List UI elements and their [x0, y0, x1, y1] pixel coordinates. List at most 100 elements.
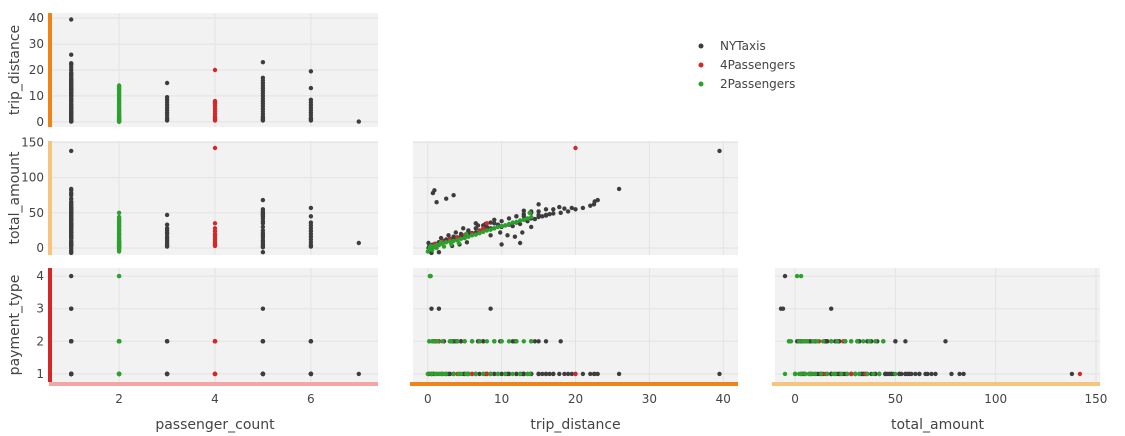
legend-label-4Passengers[interactable]: 4Passengers: [720, 58, 795, 72]
point-NYTaxis: [580, 371, 586, 377]
point-NYTaxis: [547, 371, 552, 377]
y-tick-label: 3: [36, 302, 44, 316]
legend-label-NYTaxis[interactable]: NYTaxis: [720, 39, 766, 53]
point-NYTaxis: [521, 208, 526, 213]
point-2Passengers: [449, 339, 454, 344]
point-NYTaxis: [164, 95, 170, 100]
point-NYTaxis: [961, 371, 966, 377]
point-NYTaxis: [464, 240, 470, 245]
point-2Passengers: [802, 339, 808, 344]
axis-bars-layer: [48, 13, 1100, 386]
point-2Passengers: [440, 339, 445, 344]
point-NYTaxis: [69, 96, 74, 101]
point-NYTaxis: [543, 371, 549, 377]
y-tick-label: 10: [29, 89, 44, 103]
point-NYTaxis: [260, 371, 266, 377]
y-axis-bar-total_amount: [48, 141, 52, 255]
point-NYTaxis: [69, 214, 74, 219]
x-tick-label: 100: [984, 392, 1007, 406]
legend: NYTaxis 4Passengers 2Passengers: [698, 39, 795, 91]
point-2Passengers: [529, 339, 534, 344]
point-2Passengers: [810, 339, 816, 344]
point-2Passengers: [845, 371, 850, 377]
point-NYTaxis: [356, 119, 361, 124]
panel-total_amount-vs-payment_type: [775, 268, 1100, 382]
point-2Passengers: [517, 371, 523, 377]
point-NYTaxis: [69, 115, 74, 120]
point-4Passengers: [484, 221, 490, 226]
point-2Passengers: [116, 231, 122, 237]
point-2Passengers: [893, 371, 898, 377]
point-NYTaxis: [529, 224, 534, 230]
point-NYTaxis: [580, 205, 586, 211]
point-NYTaxis: [536, 209, 541, 214]
point-NYTaxis: [925, 371, 930, 377]
point-2Passengers: [444, 240, 449, 245]
x-tick-label: 6: [307, 392, 315, 406]
point-2Passengers: [506, 339, 512, 344]
x-tick-label: 30: [642, 392, 657, 406]
legend-marker-NYTaxis[interactable]: [698, 43, 704, 49]
y-tick-label: 1: [36, 367, 44, 381]
point-NYTaxis: [69, 78, 74, 83]
point-2Passengers: [116, 371, 122, 377]
marks-layer: [69, 17, 1083, 377]
point-NYTaxis: [438, 235, 444, 241]
point-NYTaxis: [164, 212, 170, 218]
point-NYTaxis: [446, 233, 451, 238]
point-NYTaxis: [943, 339, 948, 344]
point-NYTaxis: [481, 339, 486, 344]
point-NYTaxis: [499, 219, 504, 224]
point-4Passengers: [212, 115, 218, 121]
point-NYTaxis: [475, 223, 481, 228]
point-2Passengers: [116, 210, 122, 215]
point-4Passengers: [212, 371, 218, 377]
point-NYTaxis: [260, 117, 266, 123]
point-NYTaxis: [308, 371, 314, 377]
y-tick-label: 40: [29, 11, 44, 25]
point-2Passengers: [116, 118, 122, 123]
point-NYTaxis: [520, 230, 525, 235]
y-axis-title-payment_type: payment_type: [7, 275, 23, 376]
point-4Passengers: [573, 145, 578, 151]
point-2Passengers: [499, 223, 504, 229]
point-NYTaxis: [562, 371, 567, 377]
y-tick-label: 4: [36, 269, 44, 283]
point-NYTaxis: [506, 216, 512, 221]
point-4Passengers: [573, 371, 578, 377]
point-NYTaxis: [492, 221, 497, 226]
point-2Passengers: [484, 339, 490, 344]
point-NYTaxis: [782, 273, 788, 279]
point-NYTaxis: [492, 371, 497, 377]
legend-marker-4Passengers[interactable]: [698, 62, 704, 68]
point-2Passengers: [492, 226, 497, 231]
point-2Passengers: [510, 220, 515, 225]
y-tick-label: 0: [36, 241, 44, 255]
point-NYTaxis: [308, 244, 314, 249]
point-NYTaxis: [69, 371, 74, 377]
legend-marker-2Passengers[interactable]: [698, 81, 704, 87]
point-NYTaxis: [69, 190, 74, 196]
legend-label-2Passengers[interactable]: 2Passengers: [720, 77, 795, 91]
y-axis-bar-payment_type: [48, 268, 52, 382]
point-2Passengers: [438, 240, 444, 245]
point-NYTaxis: [69, 186, 74, 192]
point-NYTaxis: [498, 230, 503, 235]
point-NYTaxis: [308, 205, 314, 211]
point-NYTaxis: [492, 217, 497, 222]
point-2Passengers: [825, 371, 830, 377]
point-NYTaxis: [260, 224, 266, 230]
point-2Passengers: [881, 339, 886, 344]
point-NYTaxis: [451, 234, 456, 239]
point-2Passengers: [857, 371, 862, 377]
point-4Passengers: [212, 339, 218, 344]
point-NYTaxis: [69, 273, 74, 279]
point-NYTaxis: [562, 206, 567, 211]
point-NYTaxis: [573, 207, 578, 212]
point-NYTaxis: [458, 339, 464, 344]
point-NYTaxis: [558, 210, 563, 215]
point-NYTaxis: [164, 226, 170, 231]
x-tick-label: 10: [494, 392, 509, 406]
point-NYTaxis: [540, 214, 545, 219]
point-2Passengers: [477, 339, 482, 344]
